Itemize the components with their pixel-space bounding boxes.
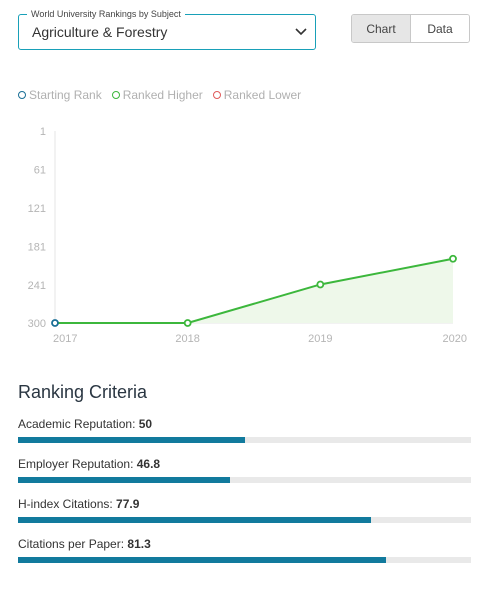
criterion-employer-reputation: Employer Reputation: 46.8	[18, 456, 471, 483]
criterion-label: Employer Reputation: 46.8	[18, 457, 161, 471]
criterion-value: 46.8	[136, 457, 161, 471]
data-point	[316, 280, 325, 289]
rank-history-chart: 1 61 121 181 241 300 2017 2018 2019 2020	[28, 126, 467, 345]
x-tick-label: 2019	[308, 333, 332, 345]
view-toggle: Chart Data	[351, 14, 470, 43]
x-tick-label: 2018	[175, 333, 199, 345]
data-point	[51, 319, 59, 327]
y-tick-label: 300	[28, 318, 46, 330]
criterion-name: Citations per Paper	[18, 537, 121, 551]
criterion-name: Academic Reputation	[18, 417, 133, 431]
criterion-label: H-index Citations: 77.9	[18, 497, 140, 511]
legend-item-ranked-higher[interactable]: Ranked Higher	[111, 88, 203, 102]
criterion-bar-fill	[18, 437, 245, 443]
y-tick-label: 181	[28, 242, 46, 254]
y-tick-label: 1	[40, 126, 46, 138]
y-tick-label: 241	[28, 280, 46, 292]
criterion-bar-track	[18, 557, 471, 563]
legend-item-ranked-lower[interactable]: Ranked Lower	[212, 88, 302, 102]
subject-select-legend: World University Rankings by Subject	[27, 8, 185, 20]
ranked-lower-dot-icon	[212, 91, 221, 99]
criterion-citations-per-paper: Citations per Paper: 81.3	[18, 536, 471, 563]
ranked-higher-dot-icon	[111, 91, 120, 99]
y-tick-label: 121	[28, 203, 46, 215]
series-area	[55, 258, 453, 323]
criterion-name: Employer Reputation	[18, 457, 131, 471]
criterion-bar-fill	[18, 557, 387, 563]
legend-label: Starting Rank	[29, 88, 102, 102]
legend-item-starting-rank[interactable]: Starting Rank	[18, 88, 102, 102]
criterion-bar-fill	[18, 477, 230, 483]
criterion-h-index-citations: H-index Citations: 77.9	[18, 496, 471, 523]
y-tick-label: 61	[34, 165, 46, 177]
data-view-button[interactable]: Data	[411, 15, 469, 42]
legend-label: Ranked Higher	[122, 88, 203, 102]
criterion-label: Citations per Paper: 81.3	[18, 537, 151, 551]
criterion-academic-reputation: Academic Reputation: 50	[18, 416, 471, 443]
x-tick-label: 2020	[443, 333, 467, 345]
criterion-bar-fill	[18, 517, 371, 523]
data-point	[183, 319, 192, 327]
x-tick-label: 2017	[53, 333, 77, 345]
criterion-label: Academic Reputation: 50	[18, 417, 153, 431]
legend-label: Ranked Lower	[223, 88, 302, 102]
subject-select[interactable]: World University Rankings by Subject Agr…	[18, 8, 316, 50]
subject-select-value[interactable]: Agriculture & Forestry	[32, 24, 168, 40]
starting-rank-dot-icon	[18, 91, 26, 99]
chart-view-button[interactable]: Chart	[352, 15, 411, 42]
criterion-bar-track	[18, 437, 471, 443]
data-point	[449, 254, 457, 263]
criterion-value: 50	[138, 417, 153, 431]
series-line	[55, 257, 454, 324]
criterion-value: 81.3	[127, 537, 151, 551]
chevron-down-icon[interactable]	[295, 27, 307, 37]
chart-legend: Starting Rank Ranked Higher Ranked Lower	[18, 88, 301, 102]
criterion-name: H-index Citations	[18, 497, 110, 511]
criterion-bar-track	[18, 477, 471, 483]
criterion-bar-track	[18, 517, 471, 523]
criterion-value: 77.9	[116, 497, 140, 511]
ranking-criteria-title: Ranking Criteria	[18, 382, 148, 402]
